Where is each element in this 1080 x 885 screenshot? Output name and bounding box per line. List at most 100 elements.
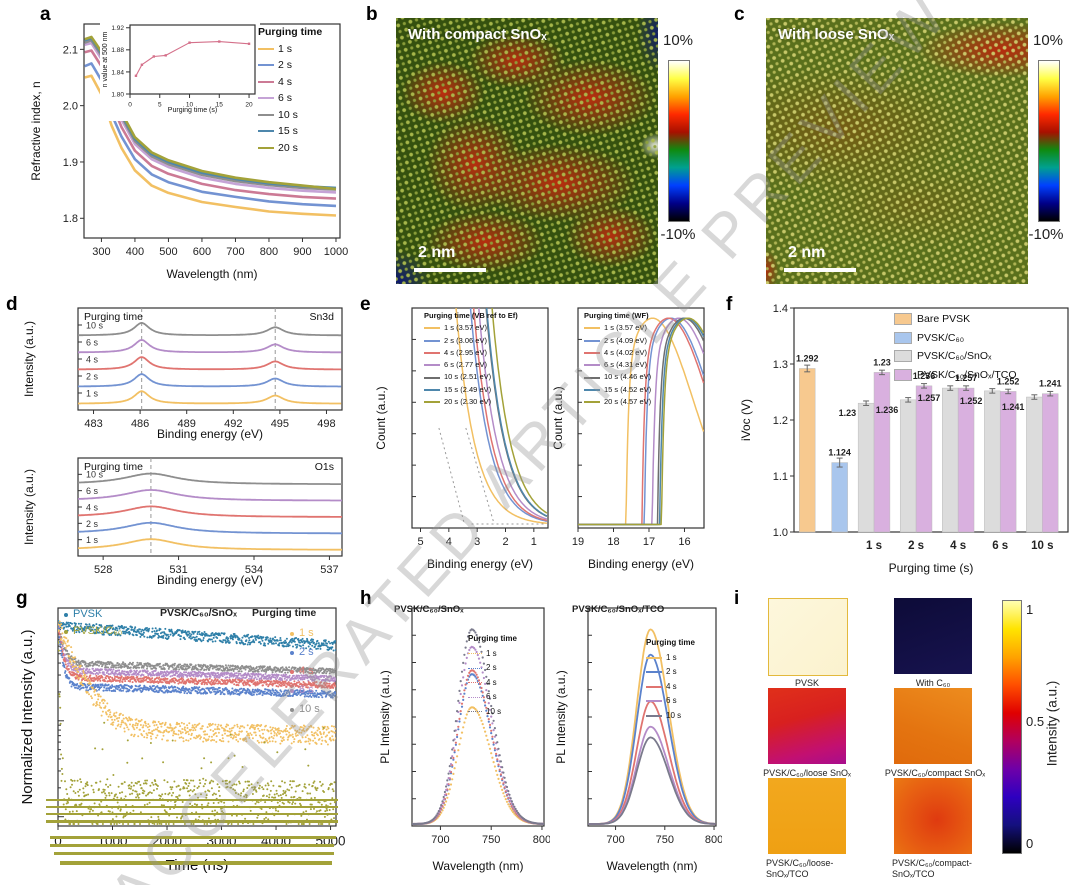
legend-swatch-icon <box>290 688 294 693</box>
legend-swatch-icon <box>584 376 600 379</box>
legend-swatch-icon <box>258 146 274 149</box>
svg-text:1.0: 1.0 <box>773 527 788 539</box>
legend-item: 4 s (4.02 eV) <box>584 347 651 359</box>
svg-text:1.257: 1.257 <box>955 373 978 383</box>
svg-text:15: 15 <box>216 102 224 109</box>
legend-swatch-icon <box>646 714 662 717</box>
legend-swatch-icon <box>584 388 600 391</box>
legend-item: 4 s (2.95 eV) <box>424 347 518 359</box>
svg-text:1.92: 1.92 <box>111 25 124 32</box>
pl-right-legend: Purging time 1 s 2 s 4 s 6 s 10 s <box>646 636 695 723</box>
legend-item: 1 s <box>646 651 695 666</box>
legend-label: 1 s <box>666 652 677 662</box>
panel-label-e: e <box>360 294 371 315</box>
legend-item: 20 s <box>258 140 322 157</box>
legend-label: 1 s <box>299 627 314 639</box>
svg-text:Wavelength (nm): Wavelength (nm) <box>433 859 524 873</box>
legend-label: PVSK <box>73 608 103 620</box>
legend-label: 2 s <box>666 667 677 676</box>
pl-left-title: PVSK/C₆₀/SnOₓ <box>394 604 464 615</box>
svg-text:1000: 1000 <box>324 246 348 258</box>
image-title: With loose SnOₓ <box>778 26 895 43</box>
svg-text:18: 18 <box>607 536 619 548</box>
legend-item: 1 s <box>258 41 322 58</box>
svg-text:1.4: 1.4 <box>773 303 788 315</box>
svg-text:6 s: 6 s <box>86 486 99 496</box>
svg-text:528: 528 <box>94 564 112 576</box>
svg-text:19: 19 <box>572 536 584 548</box>
legend-swatch-icon <box>258 80 274 83</box>
svg-text:0: 0 <box>128 102 132 109</box>
svg-text:1.2: 1.2 <box>773 415 788 427</box>
legend-swatch-icon <box>468 682 482 684</box>
svg-text:5: 5 <box>158 102 162 109</box>
legend-label: 15 s (2.49 eV) <box>444 384 492 394</box>
pl-map-loose-snox <box>768 688 846 764</box>
svg-text:1.8: 1.8 <box>63 213 78 225</box>
svg-text:1.9: 1.9 <box>63 157 78 169</box>
legend-item: 10 s <box>646 709 695 724</box>
legend-item: 10 s <box>468 705 517 720</box>
legend-swatch-icon <box>64 629 68 634</box>
legend-swatch-icon <box>424 364 440 367</box>
svg-text:iVoc (V): iVoc (V) <box>739 399 753 441</box>
legend-label: 20 s (4.57 eV) <box>604 397 652 407</box>
legend-item: PVSK/C₆₀ <box>64 623 122 640</box>
svg-text:2 s: 2 s <box>86 519 99 529</box>
legend-item: PVSK/C₆₀/SnOₓ/TCO <box>894 366 1017 385</box>
legend-swatch-icon <box>584 327 600 330</box>
svg-text:537: 537 <box>320 564 338 576</box>
svg-text:498: 498 <box>317 418 335 430</box>
panel-label-c: c <box>734 4 745 25</box>
legend-swatch-icon <box>894 350 912 363</box>
legend-label: 2 s <box>278 59 293 71</box>
pl-left-legend: Purging time 1 s 2 s 4 s 6 s 10 s <box>468 632 517 719</box>
svg-text:20: 20 <box>245 102 253 109</box>
svg-text:1.241: 1.241 <box>1002 402 1025 412</box>
svg-text:1.124: 1.124 <box>828 448 851 458</box>
legend-item: 6 s (4.31 eV) <box>584 359 651 371</box>
legend-item: PVSK/C₆₀/SnOₓ <box>894 347 1017 366</box>
legend-swatch-icon <box>894 331 912 344</box>
svg-text:1 s: 1 s <box>86 389 99 399</box>
stm-image-compact-snox: With compact SnOₓ 2 nm <box>396 18 658 284</box>
svg-text:2: 2 <box>502 536 508 548</box>
legend-item: 1 s (3.57 eV) <box>584 322 651 334</box>
svg-text:531: 531 <box>169 564 187 576</box>
colorbar-min-label: -10% <box>1028 226 1064 243</box>
tile-caption: PVSK <box>794 678 819 688</box>
legend-swatch-icon <box>424 388 440 391</box>
svg-text:1.23: 1.23 <box>839 408 857 418</box>
legend-item: 6 s <box>290 681 320 700</box>
legend-title: Purging time (WF) <box>584 311 649 320</box>
n-at-500nm-inset-chart: 0 5 10 15 20 1.80 1.84 1.88 1.92 Purging time (s)… <box>100 20 260 121</box>
legend-item: 4 s <box>468 676 517 691</box>
legend-swatch-icon <box>468 711 482 713</box>
svg-text:6 s: 6 s <box>992 540 1008 552</box>
legend-label: PVSK/C₆₀ <box>917 331 965 344</box>
legend-item: 6 s <box>258 90 322 107</box>
legend-swatch-icon <box>584 339 600 342</box>
legend-item: 10 s <box>290 700 320 719</box>
legend-item: 2 s <box>258 57 322 74</box>
svg-text:10: 10 <box>186 102 194 109</box>
legend-item: 15 s <box>258 123 322 140</box>
strain-colorbar-c <box>1038 60 1060 222</box>
svg-text:Intensity (a.u.): Intensity (a.u.) <box>22 469 36 545</box>
purging-time-legend-a: Purging time 1 s 2 s 4 s 6 s 10 s 15 s 20 s <box>258 24 322 156</box>
scale-bar <box>784 268 856 272</box>
legend-swatch-icon <box>258 47 274 50</box>
legend-swatch-icon <box>424 339 440 342</box>
tile-caption: With C₆₀ <box>915 678 951 688</box>
legend-swatch-icon <box>290 669 294 674</box>
panel-label-f: f <box>726 294 733 315</box>
legend-label: 15 s (4.52 eV) <box>604 384 652 394</box>
xps-o1s-chart: 528 531 534 537 Binding energy (eV) Intensity… <box>20 452 354 593</box>
svg-text:1.252: 1.252 <box>997 376 1020 386</box>
tile-caption: PVSK/C₆₀/loose SnOₓ <box>763 768 851 778</box>
legend-item: 2 s (4.09 eV) <box>584 335 651 347</box>
legend-item: 6 s (2.77 eV) <box>424 359 518 371</box>
legend-item: PVSK <box>64 606 122 623</box>
legend-swatch-icon <box>64 612 68 617</box>
legend-swatch-icon <box>894 368 912 381</box>
